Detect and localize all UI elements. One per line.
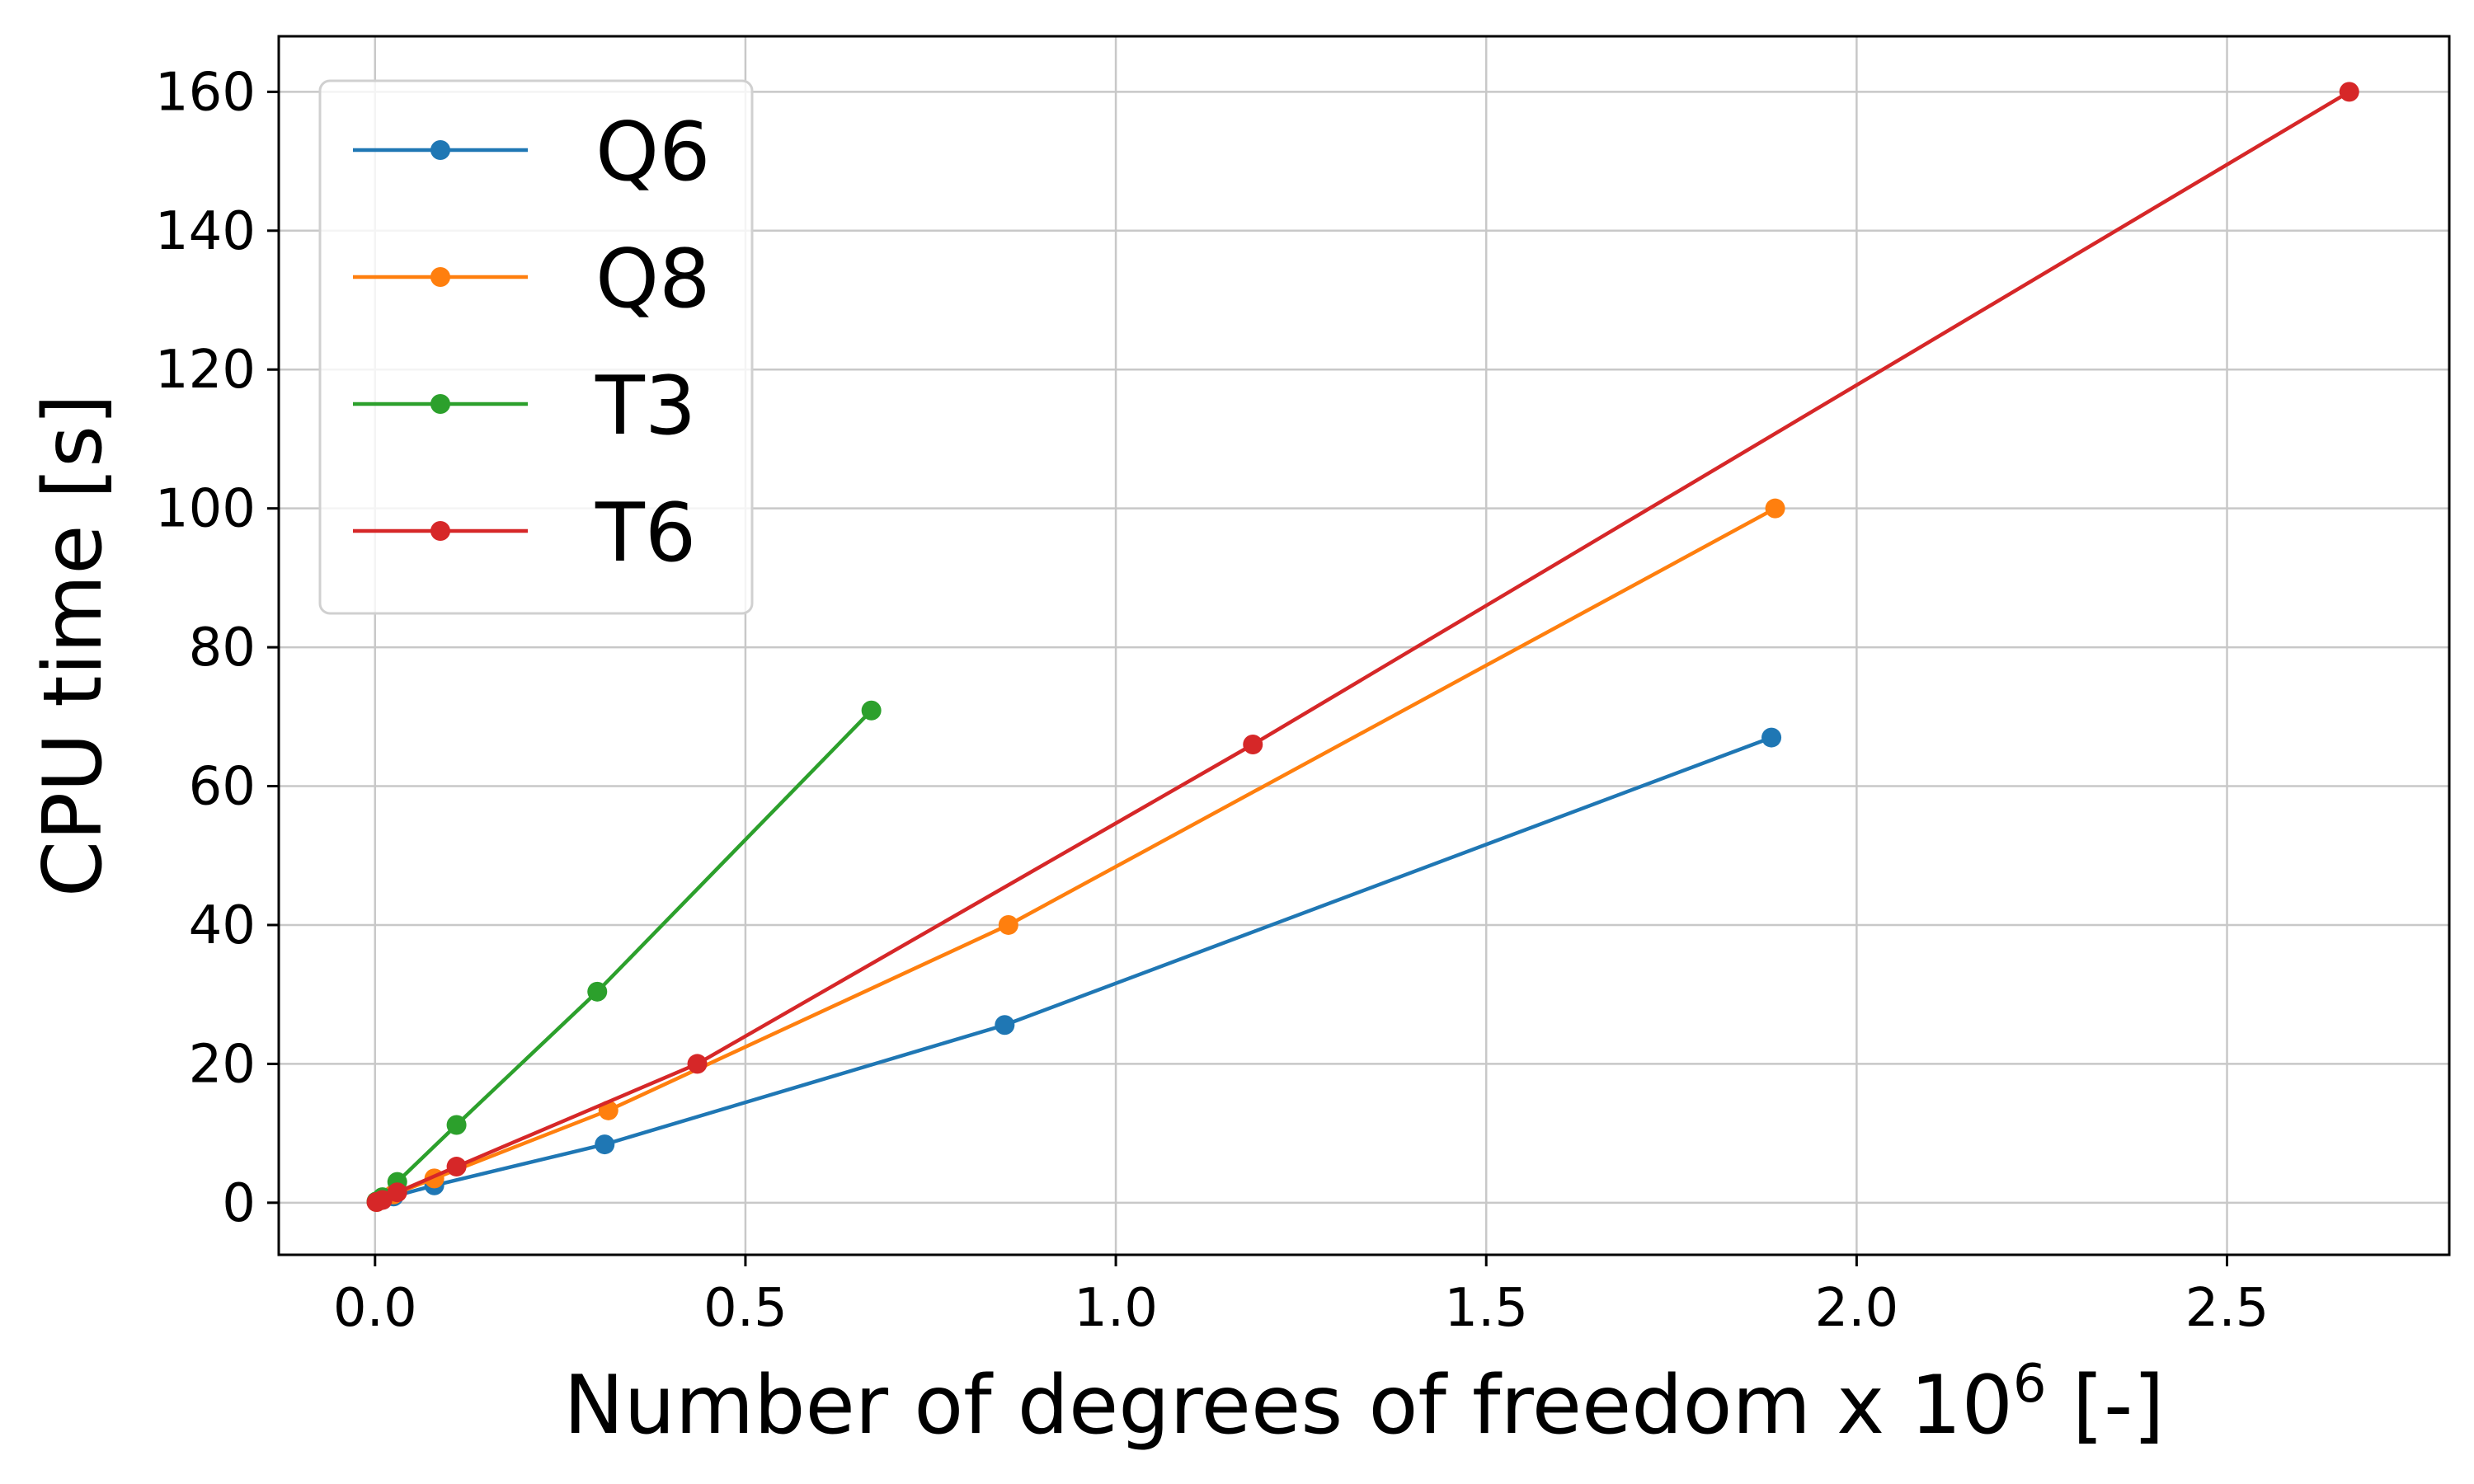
x-tick-label: 0.0	[333, 1278, 417, 1339]
legend-marker-q6	[430, 140, 450, 160]
y-tick-label: 20	[189, 1034, 256, 1095]
data-point-t6	[387, 1182, 407, 1203]
y-tick-label: 80	[189, 618, 256, 679]
x-tick-label: 1.5	[1444, 1278, 1528, 1339]
data-point-t6	[1243, 735, 1263, 755]
data-point-t6	[446, 1157, 467, 1177]
legend-item-t6: T6	[353, 486, 696, 580]
y-tick-label: 60	[189, 757, 256, 818]
data-point-t3	[587, 981, 608, 1002]
series-t6	[366, 82, 2359, 1212]
x-tick-label: 2.5	[2185, 1278, 2269, 1339]
data-point-q6	[995, 1015, 1015, 1036]
data-point-q6	[1761, 727, 1782, 748]
legend-frame	[318, 79, 754, 615]
legend-item-q8: Q8	[353, 232, 711, 326]
series-q6	[366, 727, 1782, 1212]
y-tick-label: 160	[155, 62, 256, 123]
data-point-t3	[861, 700, 882, 721]
y-tick-label: 0	[222, 1173, 256, 1234]
data-point-q8	[1765, 498, 1785, 519]
legend-label-t3: T3	[595, 359, 696, 453]
plot-frame	[277, 35, 2451, 1256]
series-layer	[366, 82, 2359, 1212]
y-axis-title: CPU time [s]	[26, 394, 120, 898]
legend-label-t6: T6	[595, 486, 696, 580]
series-t3	[366, 700, 882, 1212]
x-axis-title: Number of degrees of freedom x 106 [-]	[563, 1354, 2164, 1453]
legend-label-q6: Q6	[595, 106, 711, 200]
series-line-q6	[375, 735, 1772, 1205]
x-tick-label: 0.5	[703, 1278, 788, 1339]
legend-marker-q8	[430, 267, 450, 287]
data-point-q6	[595, 1134, 615, 1155]
legend-item-q6: Q6	[353, 106, 711, 200]
legend-label-q8: Q8	[595, 232, 711, 326]
data-point-t3	[446, 1115, 467, 1135]
data-point-q8	[998, 914, 1018, 935]
data-point-t6	[687, 1054, 708, 1074]
y-tick-label: 140	[155, 201, 256, 262]
x-tick-label: 2.0	[1814, 1278, 1898, 1339]
legend-marker-t6	[430, 521, 450, 541]
legend-marker-t3	[430, 394, 450, 414]
data-point-t6	[2339, 82, 2359, 102]
y-tick-label: 120	[155, 340, 256, 401]
tick-layer: 0.0 0.5 1.0 1.5 2.0 2.5 0 20 40 60 80 100 120 140 160	[155, 62, 2269, 1339]
x-axis-title-superscript: 6	[2013, 1354, 2047, 1415]
data-point-t6	[372, 1190, 393, 1210]
legend: Q6 Q8 T3 T6	[318, 79, 754, 615]
y-tick-label: 100	[155, 479, 256, 540]
x-tick-label: 1.0	[1074, 1278, 1158, 1339]
legend-item-t3: T3	[353, 359, 696, 453]
y-tick-label: 40	[189, 895, 256, 956]
